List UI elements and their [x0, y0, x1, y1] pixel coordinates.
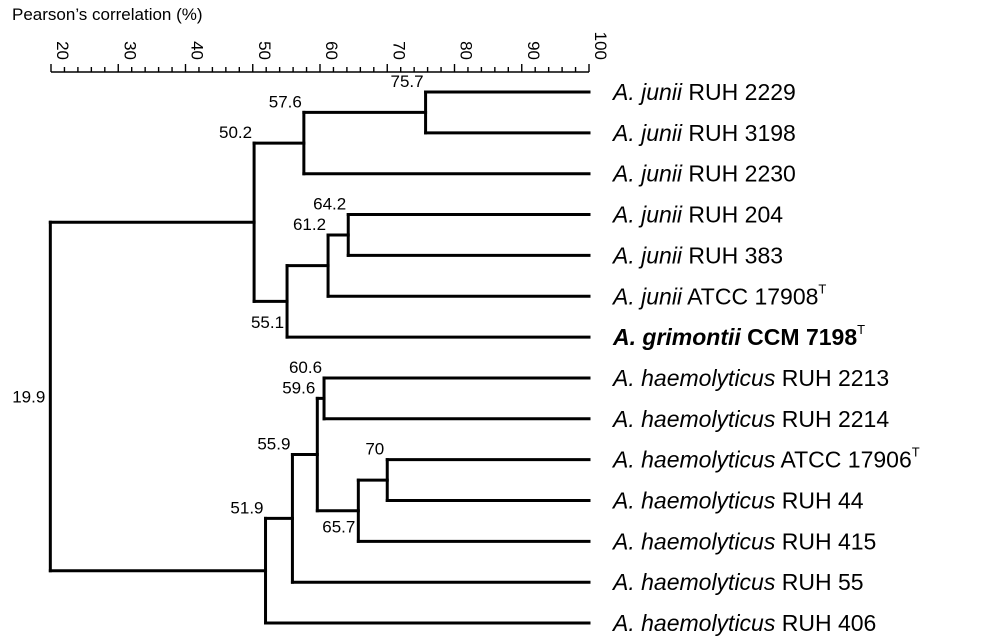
- strain-designation: ATCC 17908: [682, 283, 818, 309]
- node-similarity-label: 70: [365, 440, 384, 459]
- node-similarity-label: 50.2: [219, 123, 252, 142]
- leaf-label: A. junii RUH 2230: [611, 161, 796, 187]
- species-name: A. junii: [611, 161, 683, 187]
- node-similarity-label: 51.9: [230, 498, 263, 517]
- species-name: A. haemolyticus: [611, 528, 776, 554]
- leaf-label: A. haemolyticus RUH 415: [611, 528, 876, 554]
- type-strain-superscript: T: [857, 322, 865, 337]
- species-name: A. junii: [611, 202, 683, 228]
- axis-tick-label: 40: [188, 41, 207, 60]
- species-name: A. haemolyticus: [611, 365, 776, 391]
- species-name: A. junii: [611, 242, 683, 268]
- node-similarity-label: 61.2: [293, 215, 326, 234]
- leaf-label: A. haemolyticus RUH 55: [611, 569, 864, 595]
- leaf-label: A. haemolyticus RUH 2214: [611, 406, 889, 432]
- node-similarity-label: 57.6: [269, 92, 302, 111]
- leaf-label: A. junii RUH 2229: [611, 79, 796, 105]
- species-name: A. haemolyticus: [611, 569, 776, 595]
- strain-designation: RUH 55: [775, 569, 863, 595]
- leaf-label: A. junii RUH 3198: [611, 120, 796, 146]
- leaf-label: A. junii RUH 383: [611, 242, 783, 268]
- strain-designation: RUH 204: [682, 202, 783, 228]
- axis-tick-label: 100: [591, 32, 610, 60]
- strain-designation: RUH 44: [775, 488, 863, 514]
- leaf-label: A. haemolyticus RUH 44: [611, 488, 864, 514]
- leaf-label: A. junii RUH 204: [611, 202, 783, 228]
- strain-designation: CCM 7198: [741, 324, 858, 350]
- axis-tick-label: 20: [53, 41, 72, 60]
- leaf-label: A. junii ATCC 17908T: [611, 281, 826, 309]
- strain-designation: RUH 2229: [682, 79, 796, 105]
- strain-designation: RUH 383: [682, 242, 783, 268]
- correlation-axis: 20 30 40 50 60 70 80 90 100: [50, 32, 610, 73]
- node-similarity-label: 75.7: [390, 72, 423, 91]
- strain-designation: RUH 3198: [682, 120, 796, 146]
- axis-tick-label: 70: [389, 41, 408, 60]
- leaf-label: A. grimontii CCM 7198T: [612, 322, 865, 350]
- axis-tick-label: 90: [524, 41, 543, 60]
- strain-designation: RUH 2230: [682, 161, 796, 187]
- species-name: A. junii: [611, 283, 683, 309]
- strain-designation: RUH 415: [775, 528, 876, 554]
- strain-designation: RUH 2214: [775, 406, 889, 432]
- node-similarity-label: 60.6: [289, 358, 322, 377]
- species-name: A. haemolyticus: [611, 447, 776, 473]
- axis-tick-label: 30: [120, 41, 139, 60]
- type-strain-superscript: T: [818, 281, 826, 296]
- axis-tick-label: 80: [457, 41, 476, 60]
- leaf-label: A. haemolyticus RUH 406: [611, 610, 876, 636]
- dendrogram-branches: [48, 90, 591, 625]
- species-name: A. grimontii: [612, 324, 741, 350]
- node-similarity-label: 65.7: [322, 517, 355, 536]
- species-name: A. junii: [611, 120, 683, 146]
- axis-tick-label: 60: [322, 41, 341, 60]
- node-similarity-label: 55.1: [251, 313, 284, 332]
- node-similarity-label: 59.6: [282, 378, 315, 397]
- node-value-labels: 75.7 57.6 64.261.2 55.1 50.2 60.6 70 65.7 59.6 55…: [12, 72, 423, 536]
- node-similarity-label: 19.9: [12, 387, 45, 406]
- strain-designation: RUH 406: [775, 610, 876, 636]
- leaf-label: A. haemolyticus RUH 2213: [611, 365, 889, 391]
- strain-designation: RUH 2213: [775, 365, 889, 391]
- species-name: A. haemolyticus: [611, 406, 776, 432]
- strain-designation: ATCC 17906: [775, 447, 911, 473]
- type-strain-superscript: T: [912, 445, 920, 460]
- species-name: A. haemolyticus: [611, 488, 776, 514]
- axis-tick-label: 50: [255, 41, 274, 60]
- species-name: A. haemolyticus: [611, 610, 776, 636]
- axis-title: Pearson’s correlation (%): [12, 5, 203, 24]
- leaf-label: A. haemolyticus ATCC 17906T: [611, 445, 920, 473]
- node-similarity-label: 55.9: [257, 435, 290, 454]
- species-name: A. junii: [611, 79, 683, 105]
- node-similarity-label: 64.2: [313, 195, 346, 214]
